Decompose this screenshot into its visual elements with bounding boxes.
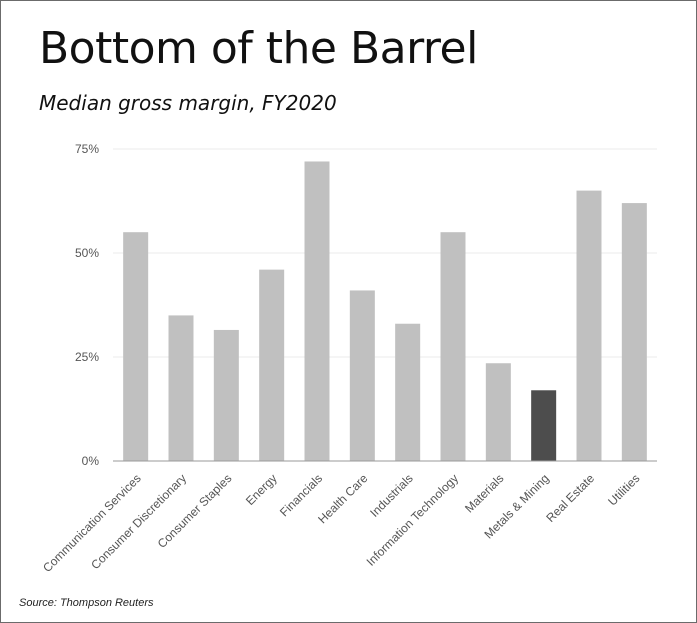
x-tick-label: Energy	[243, 471, 280, 508]
y-tick-label: 25%	[75, 350, 99, 364]
x-tick-label: Real Estate	[543, 471, 597, 525]
x-tick-label: Financials	[277, 471, 325, 519]
x-tick-label: Utilities	[605, 471, 642, 508]
bar	[485, 363, 511, 461]
bar	[304, 161, 330, 462]
bar	[440, 232, 466, 461]
chart-subtitle: Median gross margin, FY2020	[39, 91, 337, 115]
bar	[168, 315, 194, 461]
y-tick-label: 75%	[75, 142, 99, 156]
chart-title: Bottom of the Barrel	[39, 23, 478, 74]
source-note: Source: Thompson Reuters	[19, 597, 154, 609]
bar	[213, 329, 239, 461]
y-tick-label: 50%	[75, 246, 99, 260]
bar	[349, 290, 375, 461]
x-tick-label: Materials	[462, 471, 506, 515]
x-tick-label: Health Care	[315, 471, 370, 526]
bar	[621, 203, 647, 461]
x-tick-label: Industrials	[367, 471, 416, 520]
bar	[531, 390, 557, 461]
y-tick-label: 0%	[82, 454, 100, 468]
x-tick-label: Information Technology	[364, 471, 461, 568]
bar	[123, 232, 149, 461]
bar	[259, 269, 285, 461]
bar	[395, 323, 421, 461]
bar	[576, 190, 602, 461]
